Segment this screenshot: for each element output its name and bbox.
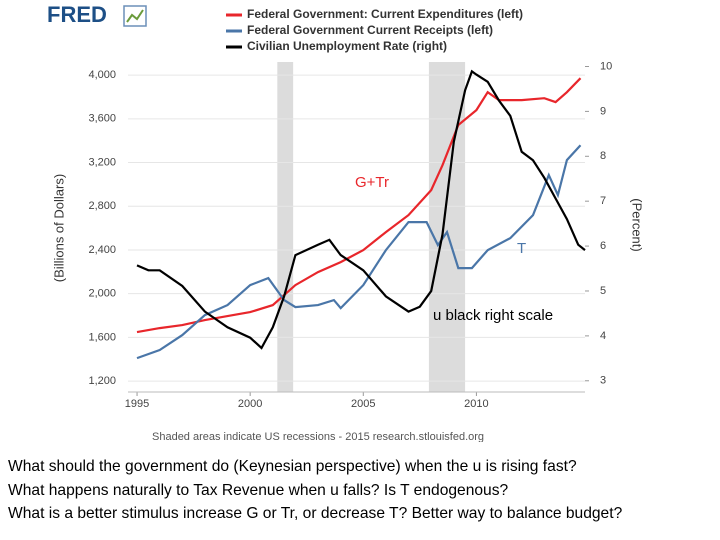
y-axis-label: (Billions of Dollars) [51,174,66,282]
series-line [136,69,586,350]
y2-tick-label: 8 [600,150,606,162]
logo: FRED [47,2,107,27]
logo-icon-line [126,9,144,23]
annotation: u black right scale [433,307,553,324]
y-tick-label: 4,000 [88,69,116,81]
footer: Shaded areas indicate US recessions - 20… [152,431,484,442]
y-tick-label: 3,200 [88,156,116,168]
recession-shade [277,62,294,392]
annotation: T [517,240,526,257]
series-line [136,144,582,360]
x-tick-label: 2005 [351,398,375,410]
x-tick-label: 2000 [238,398,262,410]
y2-axis-label: (Percent) [630,198,645,251]
series-line [136,77,582,334]
legend-label: Federal Government Current Receipts (lef… [247,23,493,37]
y2-tick-label: 7 [600,195,606,207]
x-tick-label: 2010 [464,398,488,410]
y-tick-label: 3,600 [88,113,116,125]
question: What happens naturally to Tax Revenue wh… [8,482,509,499]
chart: FRED (Billions of Dollars) (Percent) Sha… [42,0,665,442]
y2-tick-label: 5 [600,285,606,297]
legend-label: Federal Government: Current Expenditures… [247,7,523,21]
annotation: G+Tr [355,174,389,191]
chart-background [42,0,665,442]
x-tick-label: 1995 [125,398,149,410]
y-tick-label: 2,400 [88,244,116,256]
y2-tick-label: 4 [600,330,606,342]
y-tick-label: 1,600 [88,331,116,343]
y-tick-label: 1,200 [88,375,116,387]
y2-tick-label: 3 [600,375,606,387]
logo-icon [123,5,147,27]
y2-tick-label: 10 [600,60,612,72]
y2-tick-label: 6 [600,240,606,252]
y2-tick-label: 9 [600,105,606,117]
y-tick-label: 2,800 [88,200,116,212]
question: What is a better stimulus increase G or … [8,505,623,522]
legend-label: Civilian Unemployment Rate (right) [247,39,447,53]
question: What should the government do (Keynesian… [8,458,577,475]
y-tick-label: 2,000 [88,288,116,300]
